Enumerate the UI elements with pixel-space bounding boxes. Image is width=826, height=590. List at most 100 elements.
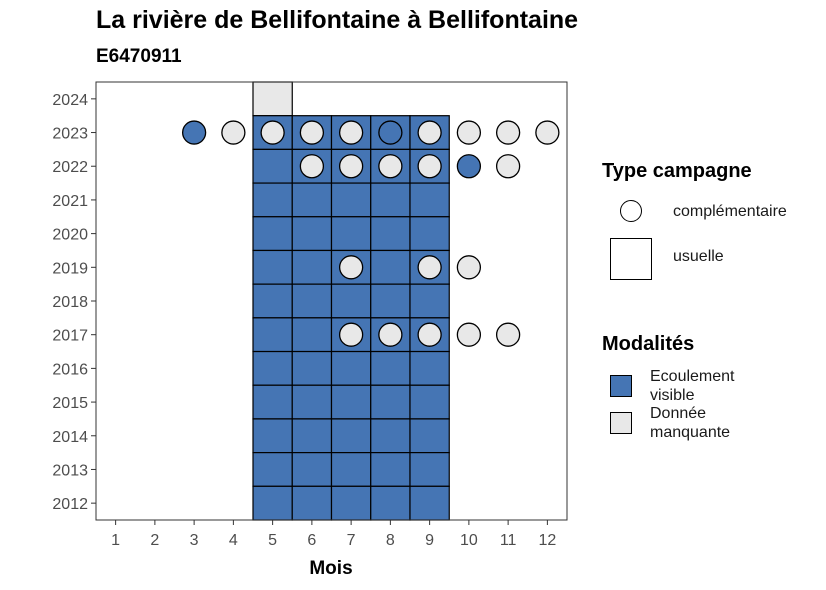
complementaire-point-2017-7 xyxy=(338,322,364,347)
usuelle-cell-2013-6 xyxy=(291,452,333,487)
complementaire-point-2022-11 xyxy=(495,154,521,179)
x-tick-label-3: 3 xyxy=(190,532,199,549)
usuelle-cell-2015-5 xyxy=(252,384,293,420)
legend-label-ecoulement: Ecoulement visible xyxy=(650,367,735,405)
usuelle-cell-2016-9 xyxy=(409,350,450,386)
y-tick-label-2023: 2023 xyxy=(52,126,88,143)
usuelle-cell-2014-7 xyxy=(330,418,372,454)
complementaire-point-2023-7 xyxy=(338,120,364,145)
usuelle-cell-2012-7 xyxy=(330,485,372,521)
usuelle-cell-2015-8 xyxy=(370,384,411,420)
legend-type-title: Type campagne xyxy=(602,160,752,182)
y-tick-label-2012: 2012 xyxy=(52,496,88,513)
usuelle-cell-2013-8 xyxy=(370,452,411,487)
usuelle-cell-2021-7 xyxy=(330,182,372,218)
usuelle-cell-2015-6 xyxy=(291,384,333,420)
usuelle-cell-2014-9 xyxy=(409,418,450,454)
usuelle-cell-2020-7 xyxy=(330,216,372,252)
complementaire-point-2017-11 xyxy=(495,322,521,347)
complementaire-point-2023-9 xyxy=(417,120,442,145)
x-tick-label-11: 11 xyxy=(500,532,517,549)
complementaire-point-2019-9 xyxy=(417,255,442,280)
legend-label-manquante-line1: Donnée xyxy=(650,405,707,422)
x-tick-label-4: 4 xyxy=(229,532,238,549)
legend-label-complementaire: complémentaire xyxy=(673,202,787,220)
usuelle-cell-2016-8 xyxy=(370,350,411,386)
x-tick-label-2: 2 xyxy=(150,532,159,549)
usuelle-cell-2018-6 xyxy=(291,283,333,319)
y-tick-label-2015: 2015 xyxy=(52,395,88,412)
usuelle-cell-2013-7 xyxy=(330,452,372,487)
complementaire-point-2022-10 xyxy=(456,154,482,179)
usuelle-cell-2024-5 xyxy=(252,81,293,117)
manquante-swatch-icon xyxy=(610,412,632,434)
complementaire-point-2022-7 xyxy=(338,154,364,179)
usuelle-cell-2012-8 xyxy=(370,485,411,521)
complementaire-point-2023-11 xyxy=(495,120,521,145)
usuelle-cell-2019-6 xyxy=(291,249,333,285)
legend-modalites: Modalités Ecoulement visible Donnée manq… xyxy=(602,333,826,453)
y-tick-label-2020: 2020 xyxy=(52,227,88,244)
usuelle-cell-2018-8 xyxy=(370,283,411,319)
complementaire-point-2022-8 xyxy=(378,154,403,179)
chart-subtitle: E6470911 xyxy=(96,46,182,67)
y-tick-label-2016: 2016 xyxy=(52,361,88,378)
y-tick-label-2018: 2018 xyxy=(52,294,88,311)
usuelle-cell-2020-5 xyxy=(252,216,293,252)
y-tick-label-2021: 2021 xyxy=(52,193,88,210)
usuelle-cell-2013-5 xyxy=(252,452,293,487)
usuelle-cell-2017-6 xyxy=(291,317,333,353)
x-tick-label-12: 12 xyxy=(538,532,556,549)
y-tick-label-2022: 2022 xyxy=(52,159,88,176)
y-tick-label-2024: 2024 xyxy=(52,92,88,109)
legend-type-campagne: Type campagne complémentaire usuelle xyxy=(602,160,826,300)
usuelle-cell-2020-6 xyxy=(291,216,333,252)
usuelle-cell-2014-5 xyxy=(252,418,293,454)
usuelle-cell-2012-6 xyxy=(291,485,333,521)
legend-item-ecoulement: Ecoulement visible xyxy=(610,367,735,405)
usuelle-cell-2021-9 xyxy=(409,182,450,218)
usuelle-cell-2020-8 xyxy=(370,216,411,252)
chart-title: La rivière de Bellifontaine à Bellifonta… xyxy=(96,6,579,34)
complementaire-point-2023-3 xyxy=(181,120,207,145)
legend-label-ecoulement-line1: Ecoulement xyxy=(650,368,735,385)
usuelle-cell-2020-9 xyxy=(409,216,450,252)
usuelle-cell-2012-9 xyxy=(409,485,450,521)
usuelle-cell-2016-6 xyxy=(291,350,333,386)
x-tick-label-1: 1 xyxy=(111,532,120,549)
usuelle-cell-2019-8 xyxy=(370,249,411,285)
usuelle-cell-2016-5 xyxy=(252,350,293,386)
complementaire-points-layer xyxy=(181,120,560,347)
x-tick-label-10: 10 xyxy=(460,532,478,549)
usuelle-cell-2013-9 xyxy=(409,452,450,487)
usuelle-cell-2019-5 xyxy=(252,249,293,285)
usuelle-cell-2015-9 xyxy=(409,384,450,420)
complementaire-point-2023-12 xyxy=(535,120,560,145)
legend-label-manquante: Donnée manquante xyxy=(650,404,730,442)
usuelle-cell-2017-5 xyxy=(252,317,293,353)
circle-key-icon xyxy=(620,200,642,222)
y-tick-label-2019: 2019 xyxy=(52,260,88,277)
usuelle-cells-layer xyxy=(252,81,450,521)
legend-label-ecoulement-line2: visible xyxy=(650,387,695,404)
usuelle-cell-2012-5 xyxy=(252,485,293,521)
complementaire-point-2023-4 xyxy=(221,120,246,145)
legend-item-manquante: Donnée manquante xyxy=(610,404,730,442)
x-tick-label-5: 5 xyxy=(268,532,277,549)
complementaire-point-2017-8 xyxy=(378,322,403,347)
y-tick-label-2013: 2013 xyxy=(52,462,88,479)
usuelle-cell-2022-5 xyxy=(252,148,293,184)
complementaire-point-2023-5 xyxy=(260,120,285,145)
usuelle-cell-2021-8 xyxy=(370,182,411,218)
complementaire-point-2019-10 xyxy=(456,255,482,280)
usuelle-cell-2016-7 xyxy=(330,350,372,386)
y-tick-label-2014: 2014 xyxy=(52,429,88,446)
x-axis: 1 2 3 4 5 6 7 8 9 10 11 12 xyxy=(111,520,556,549)
usuelle-cell-2018-5 xyxy=(252,283,293,319)
y-tick-label-2017: 2017 xyxy=(52,328,88,345)
complementaire-point-2019-7 xyxy=(338,255,364,280)
usuelle-cell-2021-5 xyxy=(252,182,293,218)
usuelle-cell-2018-7 xyxy=(330,283,372,319)
x-tick-label-8: 8 xyxy=(386,532,395,549)
chart-plot: 2012 2013 2014 2015 2016 2017 2018 2019 2020 2021… xyxy=(52,81,568,579)
